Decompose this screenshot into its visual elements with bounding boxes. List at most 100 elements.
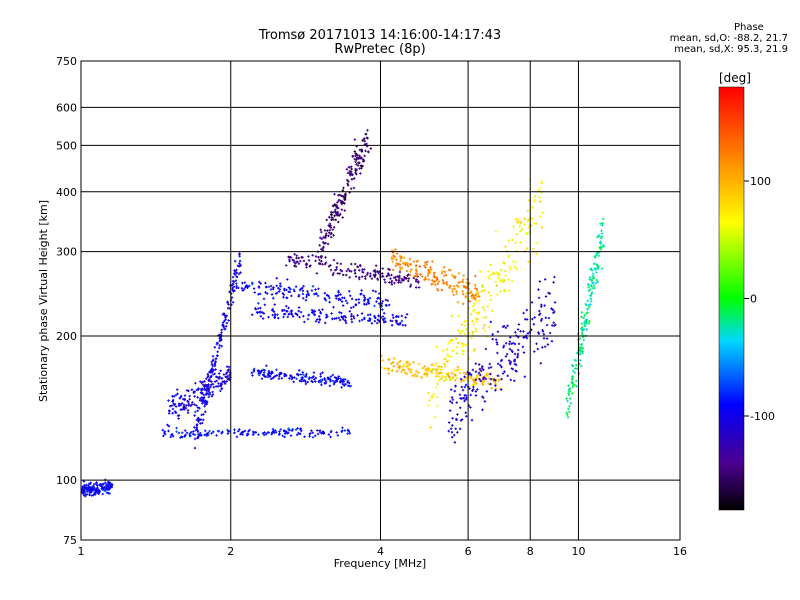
data-point [404,263,407,266]
data-point [279,282,282,285]
data-point [589,267,592,271]
data-point [294,285,298,288]
data-point [579,359,582,362]
data-point [474,293,477,297]
data-point [505,352,509,356]
data-point [409,285,412,288]
data-point [365,303,368,306]
data-point [198,397,202,401]
data-point [297,369,301,372]
data-point [407,277,411,280]
data-point [537,331,540,334]
data-point [324,236,327,239]
data-point [446,353,449,356]
data-point [354,303,358,306]
data-point [360,292,363,296]
data-point [197,416,200,420]
data-point [582,328,586,331]
data-point [96,484,99,487]
data-point [87,484,90,487]
data-point [548,331,552,335]
data-point [501,325,505,329]
data-point [500,388,503,391]
data-point [314,380,317,383]
data-point [234,279,238,282]
data-point [464,411,467,414]
data-point [376,318,379,321]
data-point [338,318,342,322]
data-point [585,318,589,322]
data-point [471,368,475,372]
data-point [602,217,605,221]
data-point [316,429,319,432]
data-point [538,196,541,199]
data-point [223,380,226,383]
data-point [236,264,240,267]
data-point [84,491,87,495]
data-point [320,230,323,234]
data-point [283,289,286,292]
data-point [280,377,284,380]
data-point [350,178,354,181]
data-point [340,208,344,211]
data-point [316,294,320,298]
data-point [292,259,295,262]
data-point [185,404,188,407]
data-point [246,432,249,436]
data-point [596,235,599,239]
data-point [455,376,458,380]
data-point [340,386,343,389]
data-point [431,394,434,398]
data-point [464,372,468,376]
data-point [349,306,353,310]
data-point [538,280,541,283]
data-point [95,482,98,485]
data-point [360,275,364,278]
data-point [337,375,340,378]
data-point [411,374,415,377]
data-point [397,281,400,284]
data-point [196,396,199,399]
data-point [487,275,490,279]
data-point [504,342,508,345]
data-point [273,375,277,378]
data-point [519,241,522,244]
data-point [481,383,485,386]
data-point [371,289,375,292]
data-point [318,258,321,262]
data-point [285,296,288,299]
data-point [478,367,482,371]
data-point [489,294,492,297]
data-point [312,312,316,316]
data-point [386,367,389,370]
data-point [257,373,261,377]
data-point [202,393,206,397]
data-point [511,367,515,371]
data-point [490,309,494,313]
data-point [259,315,263,318]
data-point [461,345,464,348]
data-point [494,384,497,387]
data-point [543,278,547,281]
data-point [431,282,435,286]
data-point [78,487,80,489]
data-point [337,316,341,320]
data-point [346,301,349,305]
data-point [83,493,87,497]
data-point [569,402,573,405]
data-point [361,160,365,163]
data-point [109,486,112,489]
data-point [314,259,317,263]
data-point [390,324,394,327]
data-point [266,373,270,377]
data-point [231,275,235,279]
data-point [350,165,353,168]
data-point [410,268,413,271]
data-point [358,269,361,272]
data-point [326,242,330,246]
data-point [489,382,492,386]
data-point [449,400,452,403]
data-point [420,376,424,380]
data-point [500,365,503,369]
data-point [282,315,285,319]
